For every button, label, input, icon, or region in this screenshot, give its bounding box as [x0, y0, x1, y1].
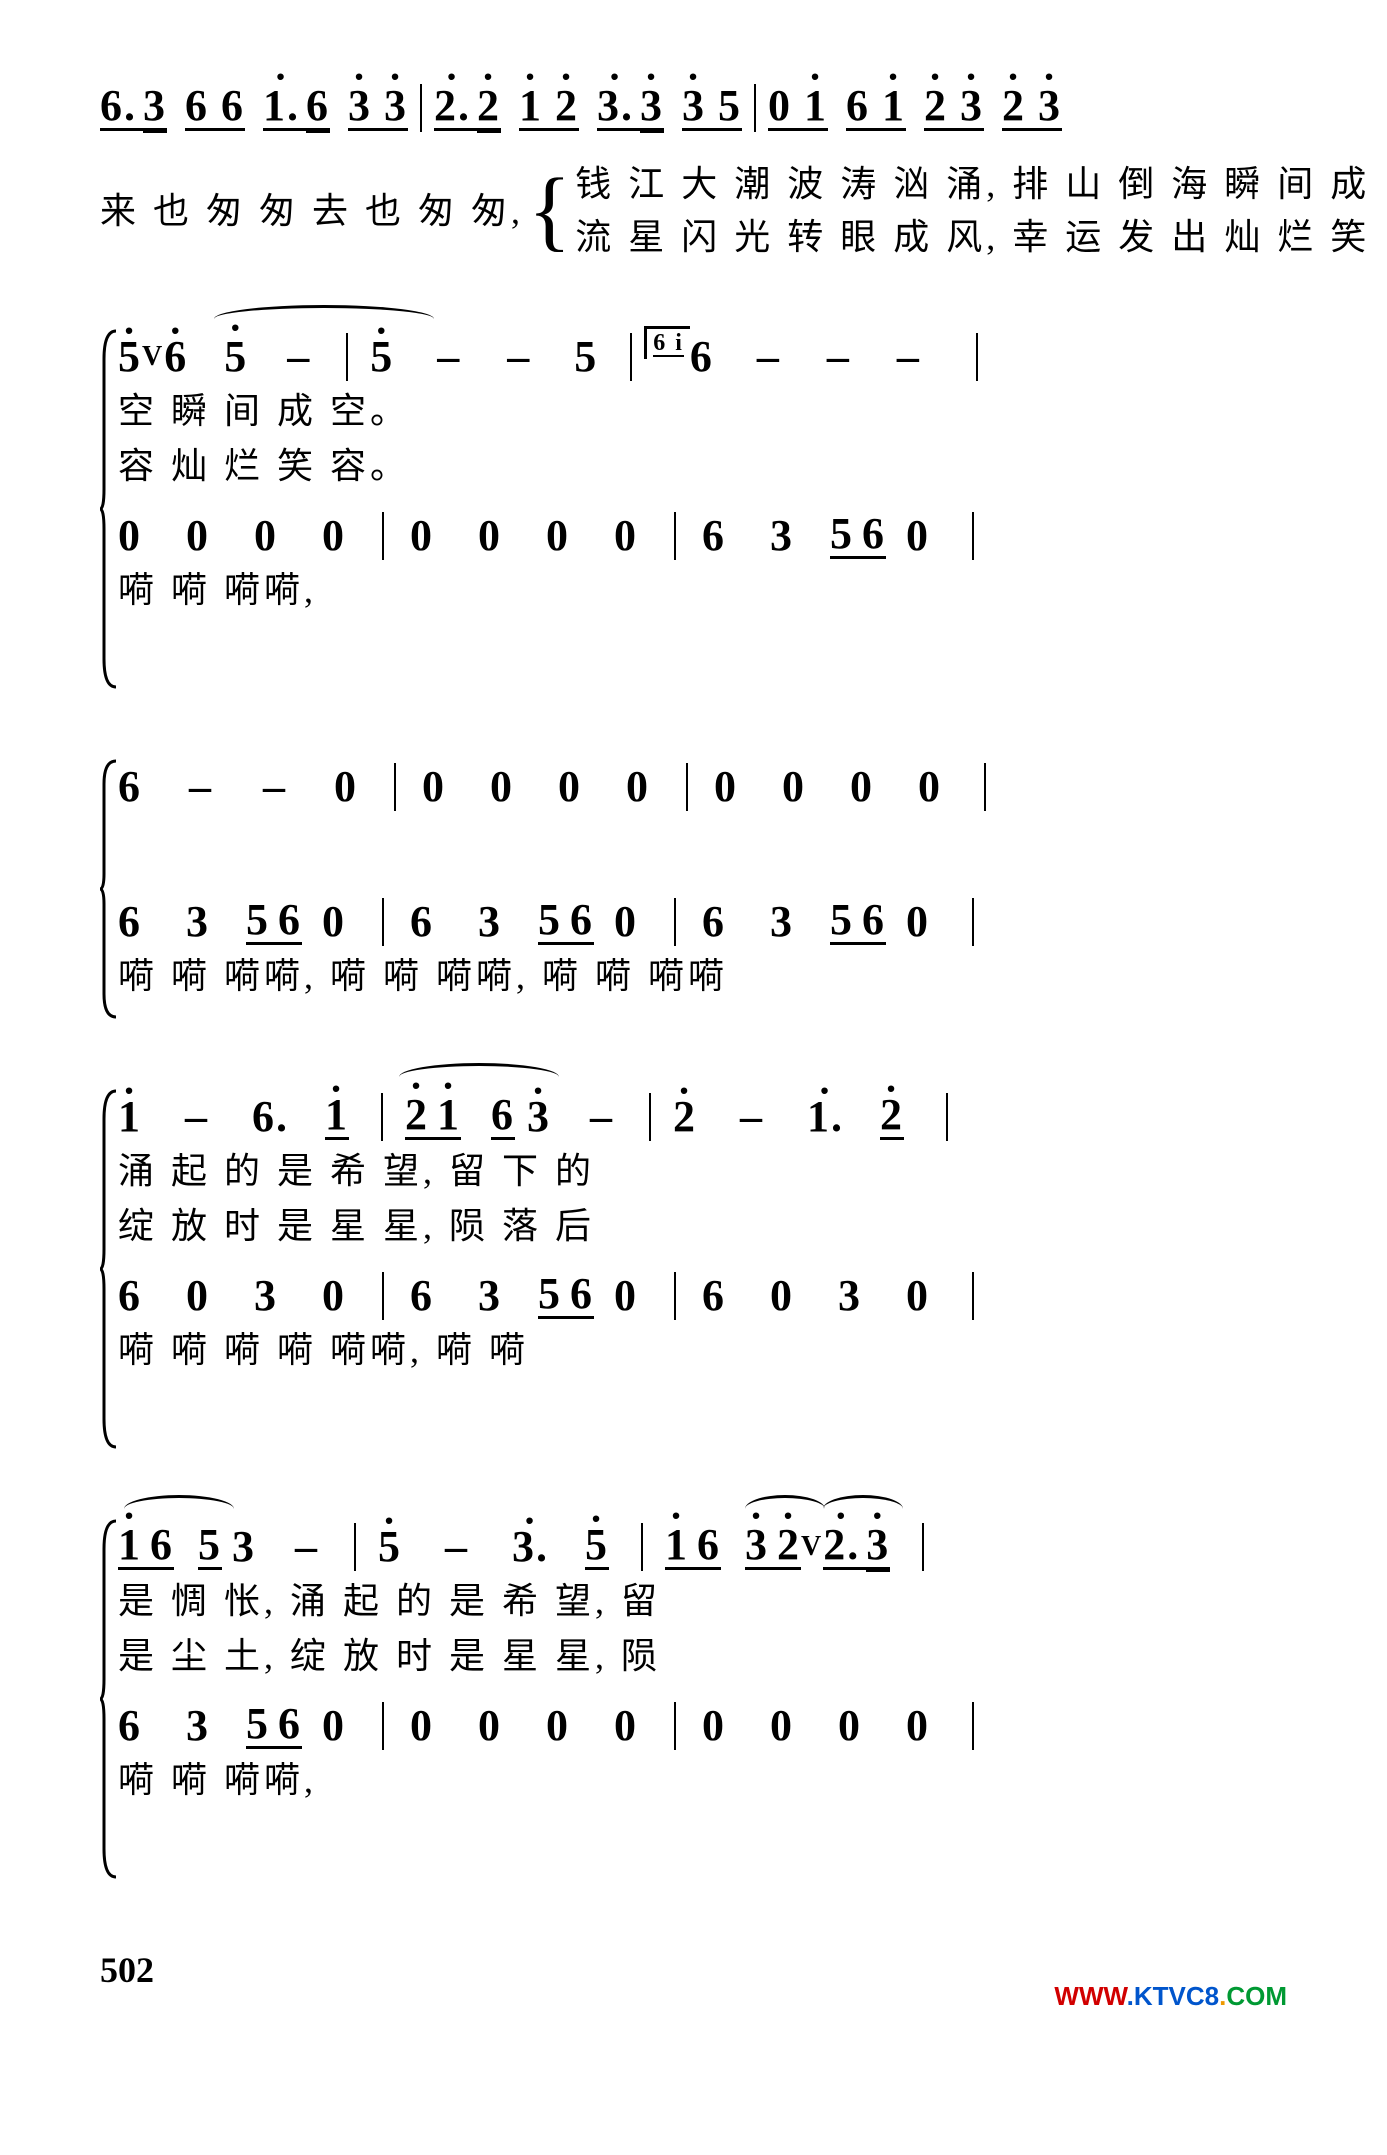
bracket-icon [100, 329, 118, 689]
notation-line: 6 0 3 0 6 3 56 0 6 0 3 0 [118, 1268, 1287, 1323]
barline [972, 898, 974, 946]
notation-line: 0 0 0 0 0 0 0 0 6 3 56 0 [118, 508, 1287, 563]
lyric-line: 绽 放 时 是 星 星, 陨 落 后 [118, 1199, 1287, 1254]
barline [674, 512, 676, 560]
barline [674, 898, 676, 946]
breath-mark-icon: V [142, 343, 164, 371]
system-5: 16 5 3 – 5 – 3. 5 16 32 V 2.3 是 惆 怅, 涌 起… [100, 1519, 1287, 1879]
barline [976, 333, 978, 381]
note-group: 23 [1002, 84, 1062, 131]
lyric-line: 嗬 嗬 嗬嗬, [118, 1753, 1287, 1808]
note-group: 3.3 [597, 84, 664, 131]
barline [984, 763, 986, 811]
barline [674, 1272, 676, 1320]
barline [972, 1272, 974, 1320]
note-group: 1.6 [263, 84, 330, 131]
note-group: 61 [846, 84, 906, 131]
barline [346, 333, 348, 381]
barline [641, 1523, 643, 1571]
note-group: 33 [348, 84, 408, 131]
barline [354, 1523, 356, 1571]
notation-line: 16 5 3 – 5 – 3. 5 16 32 V 2.3 [118, 1519, 1287, 1574]
lyric-line: 钱 江 大 潮 波 涛 汹 涌, 排 山 倒 海 瞬 间 成 [575, 163, 1370, 206]
watermark: WWW.KTVC8.COM [100, 1981, 1287, 2012]
barline [381, 1093, 383, 1141]
system-3: 6 – – 0 0 0 0 0 0 0 0 0 6 3 56 0 6 3 56 … [100, 759, 1287, 1019]
notation-line: 6 3 56 0 0 0 0 0 0 0 0 0 [118, 1698, 1287, 1753]
note-group: 01 [768, 84, 828, 131]
lyric-line: 流 星 闪 光 转 眼 成 风, 幸 运 发 出 灿 烂 笑 [575, 216, 1370, 259]
barline [754, 84, 756, 132]
lyric-line: 嗬 嗬 嗬嗬, 嗬 嗬 嗬嗬, 嗬 嗬 嗬嗬 [118, 949, 1287, 1004]
notation-line: 6 3 56 0 6 3 56 0 6 3 56 0 [118, 894, 1287, 949]
breath-mark-icon: V [801, 1533, 823, 1561]
barline [674, 1702, 676, 1750]
lyric-block: 来 也 匆 匆 去 也 匆 匆, { 钱 江 大 潮 波 涛 汹 涌, 排 山 … [100, 163, 1287, 259]
barline [630, 333, 632, 381]
barline [686, 763, 688, 811]
lyric-line: 空 瞬 间 成 空。 [118, 384, 1287, 439]
lyric-line: 嗬 嗬 嗬 嗬 嗬嗬, 嗬 嗬 [118, 1323, 1287, 1378]
curly-brace-icon: { [528, 184, 571, 238]
barline [382, 1272, 384, 1320]
barline [382, 1702, 384, 1750]
barline [946, 1093, 948, 1141]
notation-line: 1 – 6. 1 21 6 3 – 2 – 1. 2 [118, 1089, 1287, 1144]
volta-bracket: 6 i [644, 326, 690, 359]
lyric-line: 容 灿 烂 笑 容。 [118, 439, 1287, 494]
barline [922, 1523, 924, 1571]
bracket-icon [100, 1519, 118, 1879]
barline [394, 763, 396, 811]
notation-line: 5 V 6 5 – 5 – – 5 6 i 6 – – – [118, 329, 1287, 384]
notation-line: 6 – – 0 0 0 0 0 0 0 0 0 [118, 759, 1287, 814]
lyric-line: 嗬 嗬 嗬嗬, [118, 563, 1287, 618]
system-4: 1 – 6. 1 21 6 3 – 2 – 1. 2 涌 起 的 是 希 望, … [100, 1089, 1287, 1449]
lyric-line: 是 尘 土, 绽 放 时 是 星 星, 陨 [118, 1629, 1287, 1684]
bracket-icon [100, 1089, 118, 1449]
barline [382, 898, 384, 946]
barline [420, 84, 422, 132]
note-group: 6.3 [100, 84, 167, 131]
note-group: 23 [924, 84, 984, 131]
note-group: 66 [185, 84, 245, 131]
lyric-line: 涌 起 的 是 希 望, 留 下 的 [118, 1144, 1287, 1199]
lyric-line: 是 惆 怅, 涌 起 的 是 希 望, 留 [118, 1574, 1287, 1629]
barline [972, 512, 974, 560]
system-2: 5 V 6 5 – 5 – – 5 6 i 6 – – – [100, 329, 1287, 689]
lyric-line: 来 也 匆 匆 去 也 匆 匆, [100, 190, 524, 233]
barline [972, 1702, 974, 1750]
barline [382, 512, 384, 560]
barline [649, 1093, 651, 1141]
note-group: 35 [682, 84, 742, 131]
system-1: 6.3 66 1.6 33 2.2 12 3.3 35 01 61 23 23 … [100, 80, 1287, 259]
bracket-icon [100, 759, 118, 1019]
notation-line: 6.3 66 1.6 33 2.2 12 3.3 35 01 61 23 23 [100, 80, 1287, 135]
note-group: 2.2 [434, 84, 501, 131]
note-group: 12 [519, 84, 579, 131]
